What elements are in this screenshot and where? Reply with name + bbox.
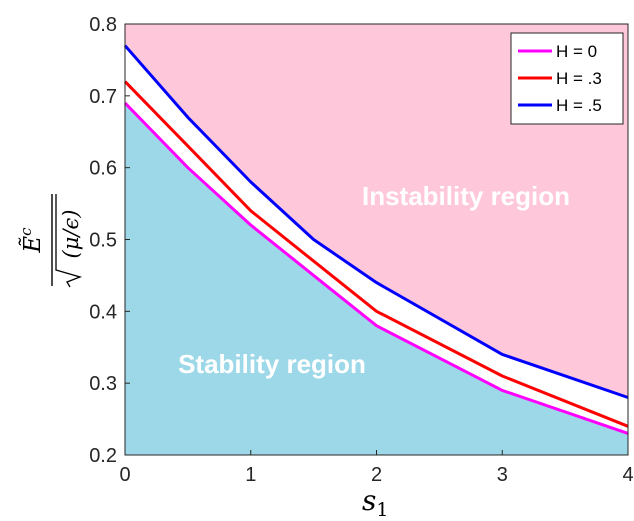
legend: H = 0 H = .3 H = .5 <box>510 32 624 125</box>
x-tick-label: 2 <box>371 464 382 486</box>
x-tick-label: 0 <box>119 464 130 486</box>
legend-label: H = .3 <box>556 69 602 88</box>
y-tick-label: 0.7 <box>89 86 117 108</box>
instability-region-label: Instability region <box>362 181 570 211</box>
legend-label: H = .5 <box>556 96 602 115</box>
y-tick-label: 0.8 <box>89 14 117 36</box>
y-tick-label: 0.2 <box>89 445 117 467</box>
series-line-2 <box>123 44 629 399</box>
y-ticks: 0.2 0.3 0.4 0.5 0.6 0.7 0.8 <box>89 14 130 467</box>
legend-entries: H = 0 H = .3 H = .5 <box>518 42 602 115</box>
x-tick-label: 4 <box>622 464 633 486</box>
y-tick-label: 0.6 <box>89 158 117 180</box>
series-lines <box>123 44 629 435</box>
y-tick-label: 0.4 <box>89 301 117 323</box>
stability-region-label: Stability region <box>178 349 366 379</box>
x-tick-label: 1 <box>245 464 256 486</box>
y-tick-label: 0.5 <box>89 230 117 252</box>
y-label-denominator: (μ/ϵ) <box>55 194 83 288</box>
y-tick-label: 0.3 <box>89 373 117 395</box>
x-tick-label: 3 <box>497 464 508 486</box>
x-axis-label: s1 <box>362 484 388 521</box>
stability-region-fill <box>125 103 628 455</box>
instability-region-fill <box>125 24 628 398</box>
legend-label: H = 0 <box>556 42 597 61</box>
svg-text:s1: s1 <box>362 484 388 521</box>
series-line-1 <box>123 80 629 428</box>
series-line-0 <box>123 101 629 435</box>
x-ticks: 0 1 2 3 4 <box>119 450 634 486</box>
svg-text:(μ/ϵ): (μ/ϵ) <box>59 210 83 259</box>
